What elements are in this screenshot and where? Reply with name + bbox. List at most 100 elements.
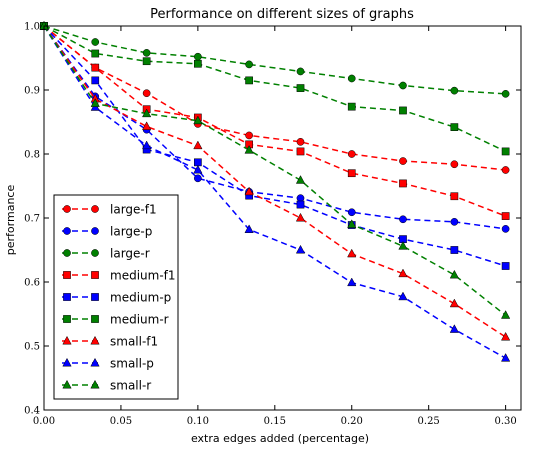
data-point-large-r-9: [501, 89, 510, 98]
legend-marker-medium-r: [63, 315, 71, 323]
legend-label-medium-f1: medium-f1: [110, 269, 176, 283]
y-tick-label: 0.8: [24, 150, 40, 161]
x-tick-label: 0.00: [33, 416, 55, 427]
series-line-large-r: [43, 25, 506, 95]
legend-entry-large-f1: large-f1: [62, 203, 157, 217]
data-point-large-f1-8: [450, 160, 459, 169]
data-point-medium-r-4: [245, 76, 253, 85]
data-point-medium-f1-7: [399, 179, 407, 188]
legend-entry-medium-p: medium-p: [62, 291, 171, 305]
legend-label-large-r: large-r: [110, 247, 150, 261]
data-point-large-p-9: [501, 225, 510, 233]
data-point-large-f1-7: [399, 157, 407, 165]
y-tick-label: 1.0: [24, 22, 40, 33]
y-tick-label: 0.6: [24, 278, 40, 289]
series-large-r: [40, 22, 510, 98]
legend-marker-medium-f1: [91, 271, 99, 279]
data-point-large-p-6: [347, 208, 356, 217]
data-point-large-f1-2: [142, 89, 151, 98]
legend-label-medium-r: medium-r: [110, 313, 169, 327]
data-point-large-r-2: [142, 49, 151, 57]
data-point-medium-f1-8: [450, 192, 459, 201]
data-point-large-r-1: [91, 38, 100, 46]
legend-marker-medium-f1: [63, 271, 71, 279]
data-point-medium-r-7: [399, 106, 407, 115]
legend: large-f1 large-p large-r medium-f1 medium-p m…: [53, 194, 179, 400]
data-point-medium-p-5: [296, 200, 305, 209]
data-point-small-f1-7: [398, 268, 408, 278]
legend-label-small-f1: small-f1: [110, 335, 158, 349]
x-tick-label: 0.20: [341, 416, 363, 427]
series-small-r: [39, 20, 511, 319]
data-point-small-r-3: [193, 115, 203, 125]
legend-entry-medium-f1: medium-f1: [62, 269, 176, 283]
data-point-large-r-4: [245, 60, 253, 69]
data-point-medium-r-9: [501, 147, 510, 156]
data-point-small-p-7: [398, 291, 408, 301]
legend-marker-small-f1: [90, 335, 100, 345]
series-large-f1: [40, 22, 510, 174]
data-point-small-r-8: [449, 269, 459, 279]
legend-marker-medium-p: [91, 293, 99, 301]
data-point-small-r-1: [90, 98, 100, 107]
data-point-medium-f1-5: [296, 147, 305, 156]
data-point-medium-r-3: [194, 59, 202, 68]
legend-marker-small-p: [90, 357, 100, 367]
data-point-small-p-8: [449, 324, 459, 333]
data-point-medium-r-6: [347, 102, 356, 111]
legend-entry-small-f1: small-f1: [62, 335, 158, 349]
data-point-small-p-4: [244, 224, 254, 233]
data-point-small-f1-2: [142, 121, 152, 130]
legend-marker-large-r: [91, 249, 99, 257]
legend-label-large-f1: large-f1: [110, 203, 157, 217]
data-point-small-r-7: [398, 241, 408, 250]
legend-label-medium-p: medium-p: [110, 291, 171, 305]
legend-entry-medium-r: medium-r: [62, 313, 169, 327]
data-point-large-r-3: [194, 52, 202, 61]
legend-marker-small-p: [62, 357, 72, 367]
data-point-large-p-7: [399, 215, 407, 224]
data-point-small-f1-4: [244, 186, 254, 196]
data-point-large-r-8: [450, 86, 459, 95]
legend-marker-large-p: [91, 227, 99, 235]
data-point-small-p-2: [142, 140, 152, 150]
data-point-medium-r-8: [450, 123, 459, 131]
chart-title: Performance on different sizes of graphs: [150, 7, 414, 22]
data-point-large-p-8: [450, 217, 459, 226]
data-point-small-r-5: [295, 175, 306, 184]
x-axis-label: extra edges added (percentage): [191, 432, 369, 445]
data-point-large-r-5: [296, 67, 305, 76]
series-medium-f1: [40, 22, 510, 220]
plot-area: 0.00 0.05 0.10 0.15 0.20 0.25 0.30 0.4 0.5 0.6 0.7…: [24, 20, 522, 427]
data-point-medium-r-2: [142, 57, 151, 66]
series-line-small-r: [43, 25, 507, 316]
data-point-large-f1-5: [296, 137, 305, 146]
data-point-small-r-6: [347, 219, 357, 228]
legend-entry-small-r: small-r: [62, 379, 151, 393]
data-point-large-p-3: [194, 174, 202, 183]
data-point-small-r-2: [142, 108, 152, 118]
data-point-small-p-9: [500, 353, 511, 362]
y-tick-label: 0.9: [24, 86, 40, 97]
series-line-large-f1: [43, 25, 506, 171]
data-point-large-f1-6: [347, 150, 356, 158]
legend-marker-small-f1: [62, 335, 72, 345]
data-point-medium-p-1: [91, 76, 100, 85]
data-point-large-f1-4: [245, 131, 253, 140]
y-tick-label: 0.4: [24, 406, 40, 417]
legend-marker-small-r: [62, 379, 72, 389]
data-point-medium-f1-1: [91, 63, 100, 72]
data-point-large-r-7: [399, 81, 407, 90]
legend-marker-medium-p: [63, 293, 71, 301]
data-point-small-p-3: [193, 164, 203, 174]
x-tick-label: 0.25: [418, 416, 440, 427]
data-point-small-f1-3: [193, 140, 203, 150]
data-point-small-r-9: [500, 310, 511, 319]
legend-marker-large-f1: [91, 205, 99, 213]
data-point-small-f1-5: [295, 212, 306, 222]
x-tick-label: 0.15: [264, 416, 286, 427]
legend-marker-large-r: [63, 249, 71, 257]
data-point-large-f1-9: [501, 166, 510, 174]
legend-marker-large-p: [63, 227, 71, 235]
